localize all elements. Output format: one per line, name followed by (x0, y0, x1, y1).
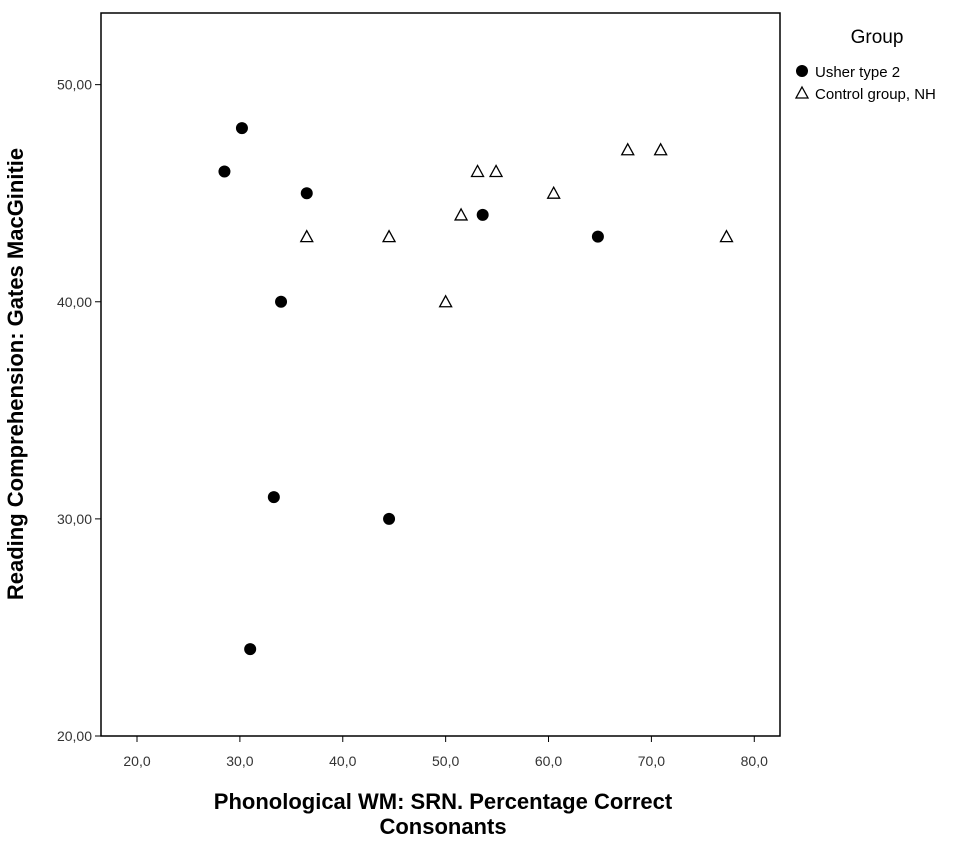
control-point (438, 294, 453, 308)
usher-point (218, 165, 231, 178)
legend-label-usher: Usher type 2 (815, 64, 900, 81)
data-points (218, 122, 734, 656)
legend-marker-usher (796, 65, 808, 77)
x-tick-label: 50,0 (432, 753, 459, 769)
control-point (653, 142, 668, 156)
legend-label-control: Control group, NH (815, 86, 936, 103)
legend: Group Usher type 2 Control group, NH (794, 27, 936, 103)
usher-point (235, 122, 248, 135)
control-point (299, 229, 314, 243)
control-point (546, 185, 561, 199)
control-point (488, 164, 504, 178)
y-axis: 20,00 30,00 40,00 50,00 (57, 77, 101, 744)
x-tick-label: 20,0 (123, 753, 150, 769)
legend-title: Group (851, 27, 904, 48)
x-tick-label: 30,0 (226, 753, 253, 769)
y-tick-label: 40,00 (57, 294, 92, 310)
control-point (470, 164, 485, 178)
usher-point (275, 295, 288, 308)
y-tick-label: 20,00 (57, 728, 92, 744)
control-point (453, 207, 469, 221)
plot-frame (100, 12, 781, 737)
x-axis-title: Phonological WM: SRN. Percentage Correct… (214, 789, 673, 839)
y-tick-label: 30,00 (57, 511, 92, 527)
usher-point (300, 187, 313, 200)
y-tick-label: 50,00 (57, 77, 92, 93)
x-tick-label: 60,0 (535, 753, 562, 769)
x-axis: 20,0 30,0 40,0 50,0 60,0 70,0 80,0 (123, 736, 768, 769)
control-point (381, 229, 397, 243)
x-tick-label: 70,0 (638, 753, 665, 769)
usher-point (383, 512, 396, 525)
y-axis-title: Reading Comprehension: Gates MacGinitie (3, 148, 28, 600)
usher-point (244, 643, 257, 656)
usher-point (591, 230, 604, 243)
x-tick-label: 40,0 (329, 753, 356, 769)
control-point (719, 229, 734, 243)
usher-point (267, 491, 280, 504)
x-tick-label: 80,0 (741, 753, 768, 769)
legend-marker-control (794, 85, 810, 99)
control-point (620, 142, 635, 156)
usher-point (476, 208, 489, 221)
